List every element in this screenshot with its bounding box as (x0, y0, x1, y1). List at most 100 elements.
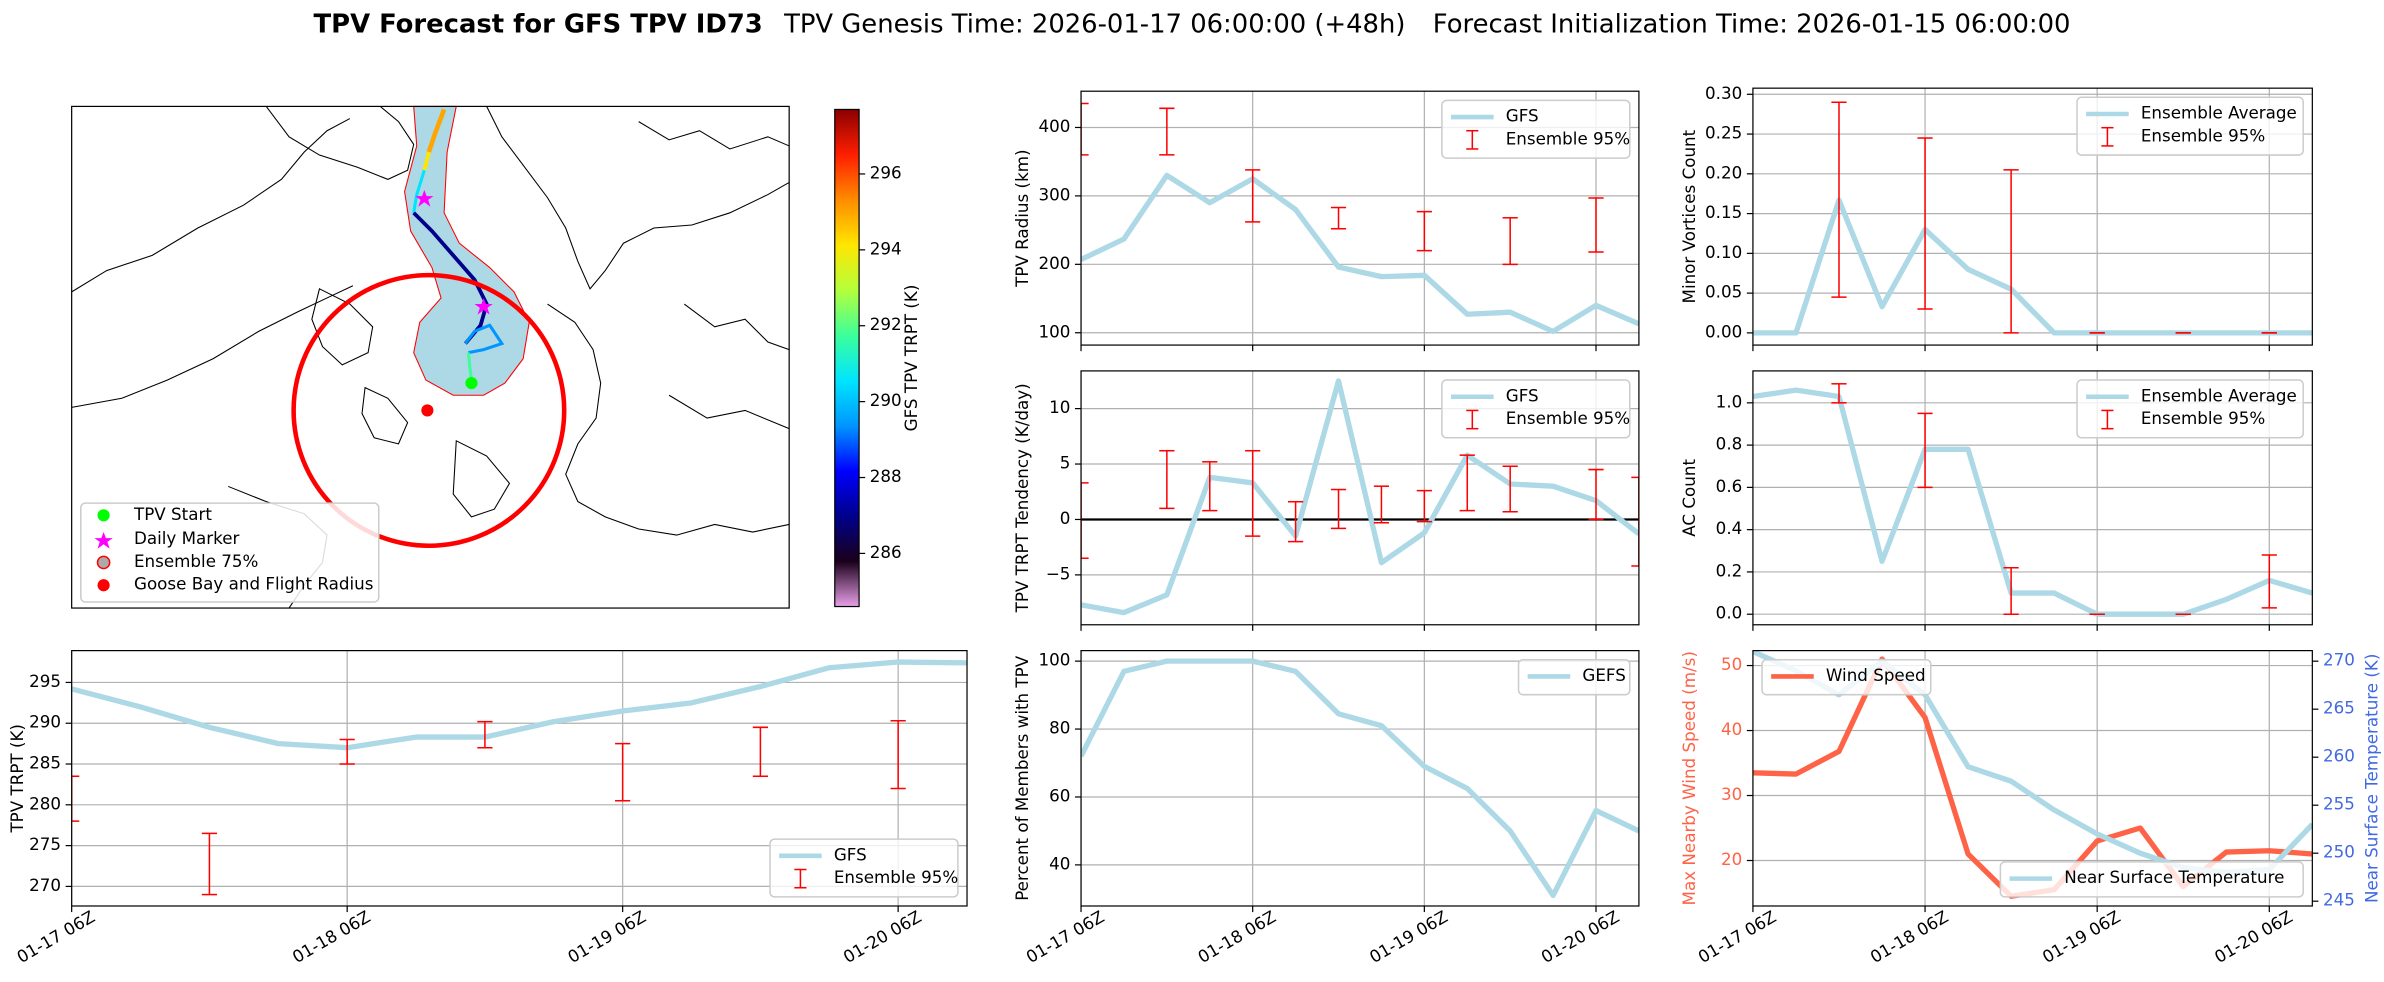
y-tick-label: 295 (29, 671, 61, 691)
track (412, 211, 489, 345)
plot-area (1081, 370, 1639, 625)
legend-marker (97, 509, 110, 522)
track (422, 151, 431, 171)
x-tick-label: 01-18 06Z (1194, 906, 1279, 967)
y-tick-label: 300 (1038, 184, 1070, 204)
y-axis-label: Max Nearby Wind Speed (m/s) (1679, 651, 1699, 905)
map-legend-label: TPV Start (133, 504, 212, 524)
x-tick-label: 01-17 06Z (13, 906, 98, 967)
y-tick-label: 60 (1049, 785, 1070, 805)
x-tick-label: 01-20 06Z (840, 906, 925, 967)
legend-label: Ensemble 95% (1506, 408, 1630, 428)
y2-axis-label: Near Surface Temperature (K) (2362, 654, 2382, 903)
legend-label: GFS (834, 844, 867, 864)
y-tick-label: 0.30 (1705, 83, 1742, 103)
axes-frame (1752, 370, 2313, 626)
daily-marker (474, 297, 493, 315)
track (412, 169, 426, 214)
title-main: TPV Forecast for GFS TPV ID73 (314, 9, 763, 39)
colorbar-label: GFS TPV TRPT (K) (901, 285, 921, 432)
track (466, 352, 473, 381)
x-tick-label: 01-20 06Z (1538, 906, 1623, 967)
y-tick-label: 0.15 (1705, 202, 1742, 222)
legend-box (1999, 861, 2304, 898)
legend-marker (94, 532, 113, 549)
coastline (311, 288, 409, 445)
coastline (638, 121, 790, 430)
legend-label: GFS (1506, 385, 1539, 405)
y-tick-label: 20 (1721, 849, 1742, 869)
x-tick-label: 01-20 06Z (2211, 906, 2296, 967)
y-tick-label: 245 (2323, 890, 2355, 910)
y-tick-label: 275 (29, 834, 61, 854)
y-tick-label: 265 (2323, 698, 2355, 718)
track (464, 323, 505, 355)
x-tick-label: 01-18 06Z (289, 906, 374, 967)
legend-label: GEFS (1582, 665, 1625, 685)
y-tick-label: 280 (29, 793, 61, 813)
y-tick-label: 50 (1721, 654, 1742, 674)
coastline (265, 105, 415, 180)
series-line (71, 659, 968, 751)
coastline (486, 106, 790, 290)
axes-frame (71, 650, 968, 907)
y-tick-label: 30 (1721, 784, 1742, 804)
axes-frame (1080, 90, 1640, 346)
x-tick-label: 01-17 06Z (1694, 906, 1779, 967)
series-line (1752, 197, 2313, 336)
axes-frame (1752, 650, 2313, 907)
colorbar-tick-label: 286 (870, 542, 902, 562)
y-tick-label: 270 (29, 875, 61, 895)
legend-box (1517, 658, 1631, 696)
y-tick-label: 270 (2323, 650, 2355, 670)
series-line (1081, 172, 1639, 335)
coastlines (71, 105, 790, 609)
y-tick-label: 285 (29, 753, 61, 773)
colorbar-tick-label: 296 (870, 162, 902, 182)
y-tick-label: 200 (1038, 253, 1070, 273)
y-tick-label: 40 (1049, 853, 1070, 873)
y-tick-label: 0 (1060, 508, 1071, 528)
figure-title: TPV Forecast for GFS TPV ID73 TPV Genesis… (314, 9, 2071, 39)
y-tick-label: 100 (1038, 650, 1070, 670)
legend-label: Ensemble 95% (2141, 125, 2265, 145)
legend-label: Ensemble 95% (834, 867, 958, 887)
y-tick-label: 255 (2323, 794, 2355, 814)
x-tick-label: 01-17 06Z (1023, 906, 1108, 967)
map-legend-label: Goose Bay and Flight Radius (134, 574, 373, 594)
axes-frame (1080, 370, 1640, 626)
y-axis-label: Percent of Members with TPV (1012, 655, 1032, 901)
y-tick-label: 100 (1038, 321, 1070, 341)
y-tick-label: 290 (29, 712, 61, 732)
legend-label: Ensemble Average (2141, 385, 2297, 405)
colorbar (834, 108, 860, 608)
y-tick-label: 0.0 (1716, 603, 1743, 623)
axes-frame (1752, 87, 2313, 346)
x-tick-label: 01-19 06Z (564, 906, 649, 967)
legend-box (1761, 658, 1932, 696)
x-tick-label: 01-19 06Z (1366, 906, 1451, 967)
colorbar-tick-label: 288 (870, 466, 902, 486)
y-tick-label: 0.25 (1705, 123, 1742, 143)
daily-marker (415, 190, 434, 207)
genesis-time: TPV Genesis Time: 2026-01-17 06:00:00 (+… (783, 9, 1405, 39)
y-axis-label: Minor Vortices Count (1679, 129, 1699, 303)
colorbar-tick-label: 294 (870, 238, 902, 258)
x-tick-label: 01-18 06Z (1867, 906, 1952, 967)
legend-label: GFS (1506, 106, 1539, 126)
y-axis-label: TPV Radius (km) (1012, 149, 1032, 287)
y-tick-label: 0.6 (1716, 476, 1743, 496)
y-tick-label: 0.8 (1716, 434, 1743, 454)
y-tick-label: 400 (1038, 116, 1070, 136)
flight-radius (291, 272, 567, 549)
map: TPV Start Daily Marker Ensemble 75% Goos… (71, 105, 790, 609)
legend-marker (97, 579, 110, 592)
colorbar-tick-label: 292 (870, 314, 902, 334)
y-tick-label: 0.4 (1716, 518, 1743, 538)
map-legend-box (80, 502, 380, 603)
y-tick-label: 0.10 (1705, 242, 1742, 262)
y-axis-label: TPV TRPT Tendency (K/day) (1012, 383, 1032, 613)
series-line (1081, 378, 1639, 616)
map-frame (71, 105, 790, 609)
